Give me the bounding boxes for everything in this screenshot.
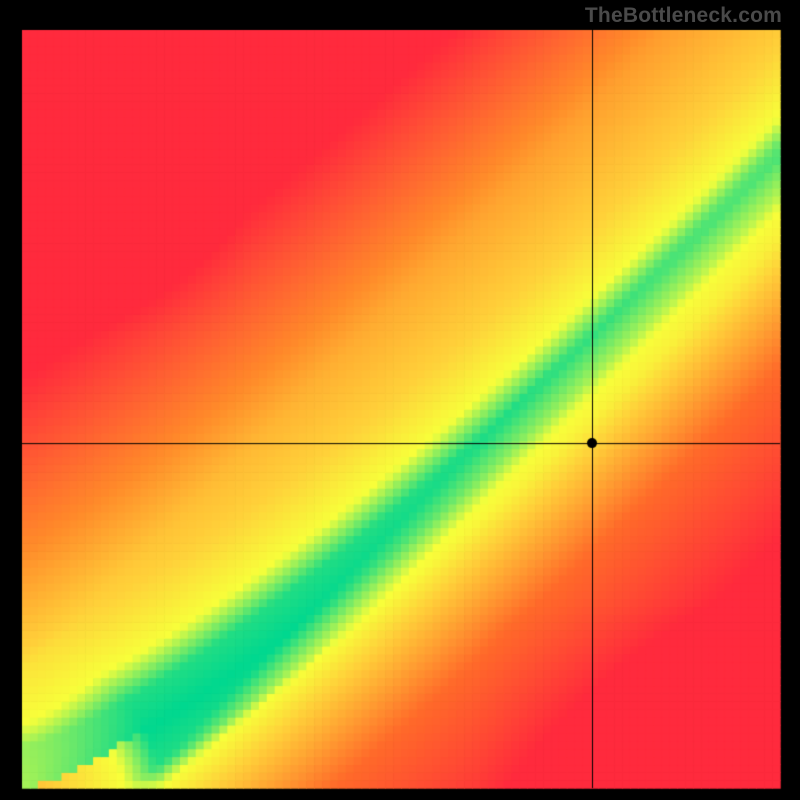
watermark-label: TheBottleneck.com xyxy=(585,4,782,28)
chart-container: TheBottleneck.com xyxy=(0,0,800,800)
heatmap-canvas xyxy=(0,0,800,800)
